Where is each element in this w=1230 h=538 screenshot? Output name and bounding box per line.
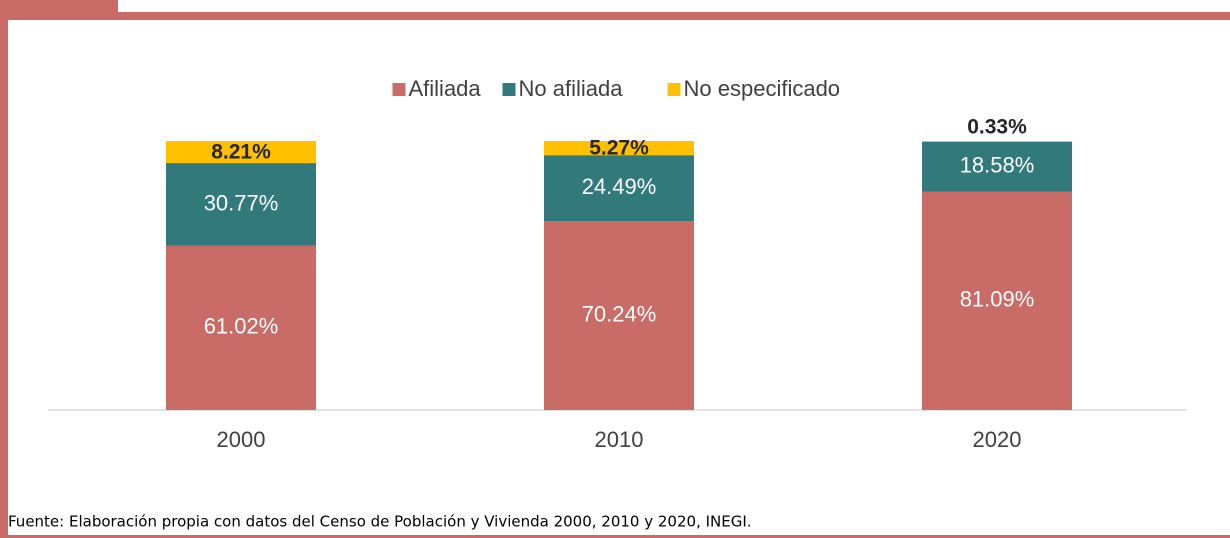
data-label: 70.24% [582,301,657,326]
legend-swatch [667,83,681,96]
data-label: 61.02% [204,314,279,339]
bar-segment [544,141,694,156]
data-label: 30.77% [204,190,279,215]
bottom-border [0,535,1230,538]
x-tick-label: 2000 [217,427,266,452]
x-tick-label: 2020 [973,427,1022,452]
header-box [118,0,1230,12]
legend-label: No especificado [684,76,841,101]
data-label: 0.33% [967,116,1027,139]
data-label: 24.49% [582,174,657,199]
source-note: Fuente: Elaboración propia con datos del… [8,513,752,531]
bar-segment [166,141,316,164]
bar-segment [922,141,1072,142]
bar-segment [544,155,694,222]
data-label: 18.58% [960,153,1035,178]
legend-label: No afiliada [519,76,624,101]
bar-segment [922,141,1072,192]
legend-label: Afiliada [409,76,482,101]
data-label: 8.21% [211,141,271,164]
legend-swatch [392,83,406,96]
bar-segment [166,245,316,410]
legend-swatch [502,83,516,96]
bar-segment [166,163,316,246]
data-label: 5.27% [589,137,649,160]
left-border [0,0,8,538]
x-tick-label: 2010 [595,427,644,452]
bar-segment [544,221,694,410]
data-label: 81.09% [960,287,1035,312]
bar-segment [922,191,1072,410]
